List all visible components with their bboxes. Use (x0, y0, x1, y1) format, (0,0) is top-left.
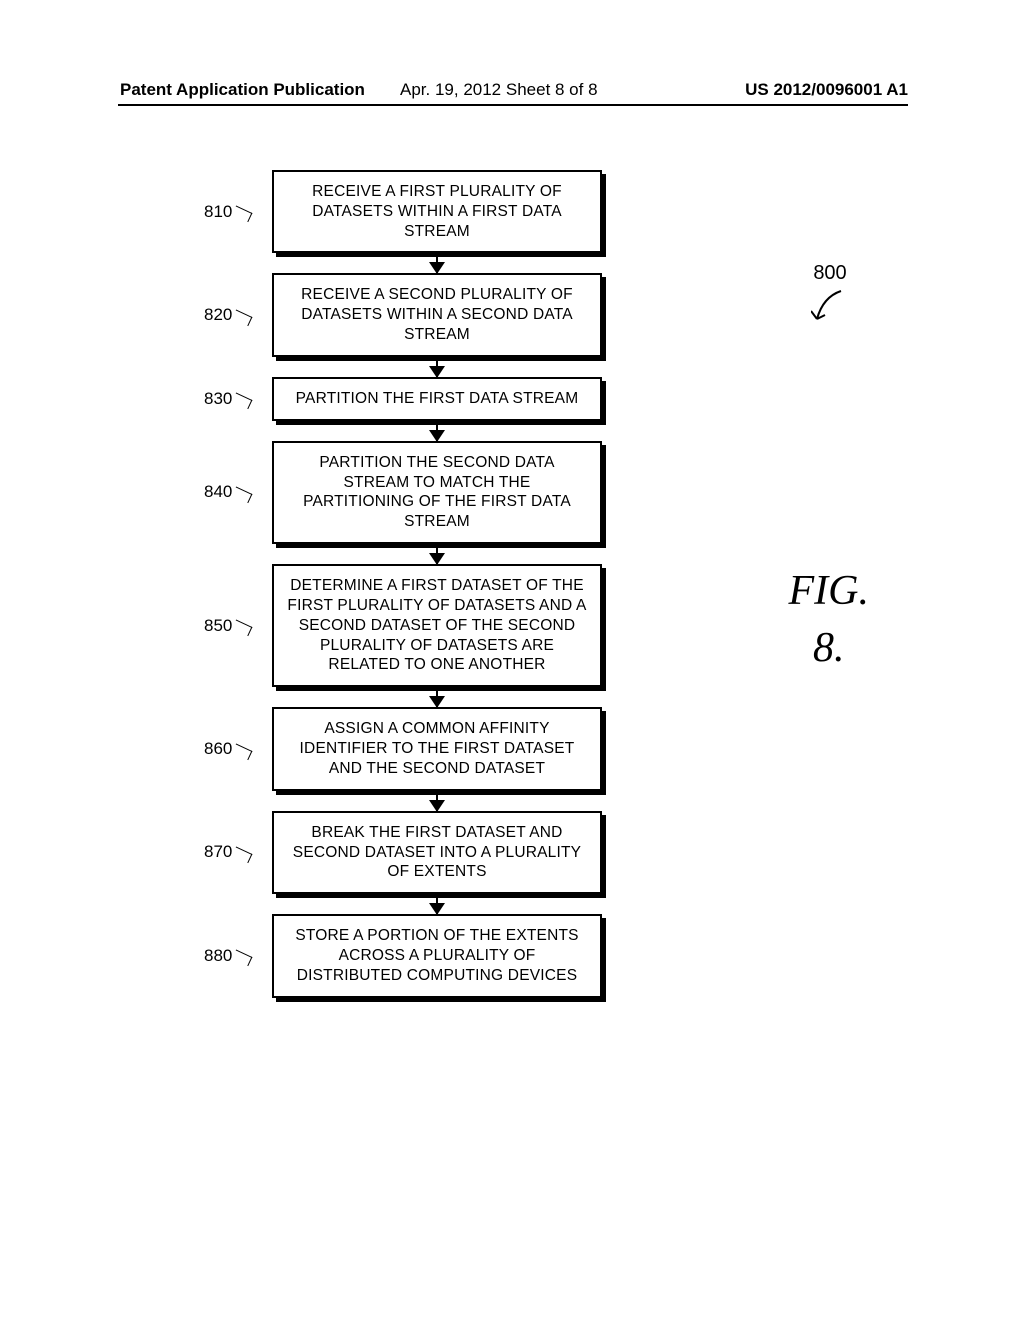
arrow (262, 421, 612, 441)
step-box: STORE A PORTION OF THE EXTENTS ACROSS A … (272, 914, 602, 997)
arrow-down-icon (436, 791, 438, 811)
ref-leader-icon (232, 846, 253, 863)
flow-step: 870 BREAK THE FIRST DATASET AND SECOND D… (262, 811, 612, 894)
figure-label: FIG. 8. (789, 563, 869, 676)
arrow (262, 253, 612, 273)
step-ref-text: 840 (204, 482, 232, 501)
header-right: US 2012/0096001 A1 (745, 80, 908, 100)
step-box: RECEIVE A FIRST PLURALITY OF DATASETS WI… (272, 170, 602, 253)
arrow (262, 791, 612, 811)
page: Patent Application Publication Apr. 19, … (0, 0, 1024, 1320)
figure-ref-number: 800 (811, 262, 849, 285)
header-center: Apr. 19, 2012 Sheet 8 of 8 (400, 80, 598, 100)
arrow-down-icon (436, 421, 438, 441)
flow-step: 810 RECEIVE A FIRST PLURALITY OF DATASET… (262, 170, 612, 253)
arrow (262, 894, 612, 914)
header-left: Patent Application Publication (120, 80, 365, 100)
ref-leader-icon (232, 206, 253, 223)
step-ref-text: 810 (204, 202, 232, 221)
flow-step: 820 RECEIVE A SECOND PLURALITY OF DATASE… (262, 273, 612, 356)
step-ref: 840 (204, 482, 252, 502)
step-ref-text: 880 (204, 946, 232, 965)
flow-step: 830 PARTITION THE FIRST DATA STREAM (262, 377, 612, 421)
ref-leader-icon (232, 486, 253, 503)
step-ref: 850 (204, 616, 252, 636)
arrow-down-icon (436, 253, 438, 273)
step-box: DETERMINE A FIRST DATASET OF THE FIRST P… (272, 564, 602, 687)
step-ref: 810 (204, 202, 252, 222)
figure-label-line1: FIG. (789, 563, 869, 620)
step-ref: 820 (204, 305, 252, 325)
flow-step: 840 PARTITION THE SECOND DATA STREAM TO … (262, 441, 612, 544)
arrow-down-icon (436, 357, 438, 377)
step-ref-text: 860 (204, 739, 232, 758)
ref-leader-icon (232, 620, 253, 637)
step-ref-text: 850 (204, 616, 232, 635)
step-ref-text: 830 (204, 389, 232, 408)
step-box: ASSIGN A COMMON AFFINITY IDENTIFIER TO T… (272, 707, 602, 790)
figure-ref-hook-icon (811, 289, 849, 325)
arrow-down-icon (436, 687, 438, 707)
step-box: BREAK THE FIRST DATASET AND SECOND DATAS… (272, 811, 602, 894)
step-box: RECEIVE A SECOND PLURALITY OF DATASETS W… (272, 273, 602, 356)
step-box: PARTITION THE FIRST DATA STREAM (272, 377, 602, 421)
step-ref-text: 820 (204, 305, 232, 324)
arrow (262, 687, 612, 707)
arrow-down-icon (436, 544, 438, 564)
flow-step: 860 ASSIGN A COMMON AFFINITY IDENTIFIER … (262, 707, 612, 790)
figure-label-line2: 8. (789, 620, 869, 677)
step-ref: 880 (204, 946, 252, 966)
flow-step: 880 STORE A PORTION OF THE EXTENTS ACROS… (262, 914, 612, 997)
figure-ref-800: 800 (811, 262, 849, 325)
arrow (262, 544, 612, 564)
flow-step: 850 DETERMINE A FIRST DATASET OF THE FIR… (262, 564, 612, 687)
ref-leader-icon (232, 950, 253, 967)
ref-leader-icon (232, 393, 253, 410)
header-rule (118, 104, 908, 106)
step-ref: 860 (204, 739, 252, 759)
arrow-down-icon (436, 894, 438, 914)
ref-leader-icon (232, 309, 253, 326)
ref-leader-icon (232, 743, 253, 760)
arrow (262, 357, 612, 377)
step-ref-text: 870 (204, 842, 232, 861)
step-ref: 870 (204, 842, 252, 862)
step-ref: 830 (204, 389, 252, 409)
flowchart: 810 RECEIVE A FIRST PLURALITY OF DATASET… (262, 170, 612, 998)
step-box: PARTITION THE SECOND DATA STREAM TO MATC… (272, 441, 602, 544)
